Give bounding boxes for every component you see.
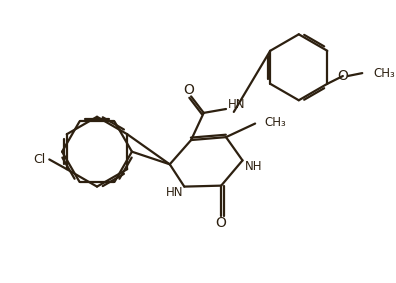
Text: O: O [337,69,348,83]
Text: NH: NH [244,160,262,173]
Text: HN: HN [166,186,183,199]
Text: O: O [184,83,194,97]
Text: CH₃: CH₃ [373,67,395,80]
Text: HN: HN [228,98,246,111]
Text: O: O [216,216,227,230]
Text: Cl: Cl [34,153,46,166]
Text: CH₃: CH₃ [265,116,287,129]
